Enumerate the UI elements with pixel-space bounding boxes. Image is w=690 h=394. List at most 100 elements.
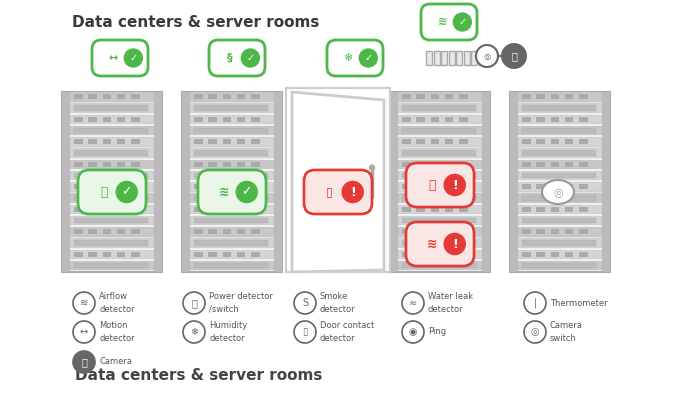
Bar (194, 240, 268, 246)
Bar (551, 207, 559, 212)
Bar (522, 229, 531, 234)
FancyBboxPatch shape (78, 170, 146, 214)
Bar (522, 240, 596, 246)
Bar (402, 117, 411, 122)
Bar (117, 184, 126, 189)
Circle shape (124, 49, 142, 67)
Bar (70, 193, 154, 203)
Text: !: ! (350, 186, 355, 199)
Bar (194, 229, 203, 234)
Bar (460, 117, 468, 122)
Bar (223, 207, 231, 212)
Bar (223, 229, 231, 234)
Bar (88, 162, 97, 167)
Bar (522, 184, 531, 189)
Circle shape (359, 49, 377, 67)
Text: 🌡: 🌡 (428, 178, 435, 191)
Bar (398, 160, 482, 169)
FancyBboxPatch shape (200, 172, 264, 212)
Bar (103, 184, 111, 189)
FancyBboxPatch shape (421, 4, 477, 40)
Bar (580, 184, 588, 189)
Bar (537, 207, 545, 212)
Circle shape (73, 351, 95, 373)
Bar (194, 128, 268, 134)
Bar (398, 204, 482, 214)
Bar (75, 139, 83, 144)
Bar (398, 238, 482, 248)
Bar (580, 117, 588, 122)
Bar (237, 117, 246, 122)
Bar (398, 137, 482, 147)
Bar (208, 207, 217, 212)
Bar (580, 95, 588, 99)
Bar (565, 207, 573, 212)
Bar (194, 95, 203, 99)
Bar (456, 51, 462, 65)
Bar (602, 92, 610, 272)
Text: ✓: ✓ (458, 17, 466, 27)
Bar (117, 117, 126, 122)
Circle shape (183, 292, 205, 314)
Bar (390, 92, 490, 272)
Circle shape (241, 49, 259, 67)
Bar (398, 182, 482, 191)
Bar (208, 184, 217, 189)
Bar (75, 173, 148, 178)
Bar (510, 92, 518, 272)
Bar (518, 238, 602, 248)
Bar (580, 229, 588, 234)
Bar (445, 95, 453, 99)
Bar (117, 162, 126, 167)
Bar (390, 92, 398, 272)
Bar (194, 105, 268, 111)
Bar (223, 252, 231, 256)
Text: ❄: ❄ (344, 53, 353, 63)
Circle shape (370, 165, 375, 170)
Text: Motion
detector: Motion detector (99, 321, 135, 343)
Bar (398, 227, 482, 236)
Bar (431, 252, 439, 256)
Bar (398, 126, 482, 135)
Bar (402, 139, 411, 144)
Text: ✓: ✓ (364, 53, 373, 63)
Circle shape (444, 233, 465, 255)
Bar (237, 184, 246, 189)
Bar (565, 184, 573, 189)
Bar (251, 207, 259, 212)
Bar (445, 139, 453, 144)
Bar (398, 115, 482, 124)
Bar (518, 160, 602, 169)
Bar (537, 162, 545, 167)
Text: 📷: 📷 (81, 357, 87, 367)
Bar (75, 184, 83, 189)
Bar (237, 139, 246, 144)
Circle shape (236, 182, 257, 203)
Bar (182, 92, 282, 272)
Text: |: | (533, 298, 537, 308)
Bar (522, 139, 531, 144)
Bar (398, 261, 482, 270)
Circle shape (524, 321, 546, 343)
Bar (537, 184, 545, 189)
Bar (445, 117, 453, 122)
Bar (251, 95, 259, 99)
Bar (70, 160, 154, 169)
Bar (398, 249, 482, 259)
Bar (62, 92, 162, 272)
Bar (190, 126, 274, 135)
Circle shape (444, 175, 465, 195)
Bar (190, 160, 274, 169)
Bar (70, 92, 154, 102)
Bar (402, 195, 476, 201)
Bar (223, 117, 231, 122)
Bar (194, 117, 203, 122)
Bar (565, 95, 573, 99)
Text: S: S (302, 298, 308, 308)
Bar (460, 184, 468, 189)
Bar (117, 207, 126, 212)
Bar (274, 92, 282, 272)
Text: ↔: ↔ (108, 53, 118, 63)
Bar (518, 171, 602, 180)
Bar (537, 252, 545, 256)
